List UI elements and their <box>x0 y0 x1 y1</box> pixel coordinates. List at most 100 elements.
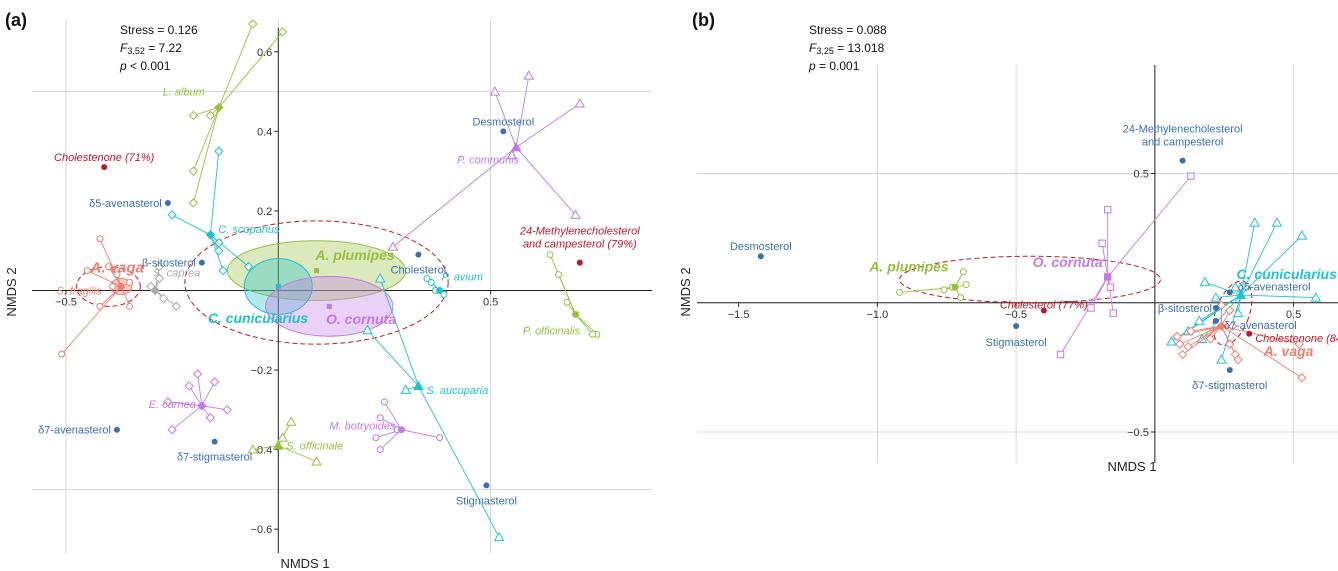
diamond-point <box>209 377 220 387</box>
label-a-vaga: A. vaga <box>1263 343 1314 359</box>
square-point <box>1106 283 1115 291</box>
compound-point-desmosterol <box>757 253 764 260</box>
compound-point-7-avenasterol <box>113 426 120 433</box>
diamond-point <box>214 245 224 256</box>
y-tick-label: −0.5 <box>1127 427 1149 439</box>
compound-point-cholesterol <box>415 251 422 258</box>
triangle-point <box>1216 354 1227 364</box>
label-c-cunicularius: C. cunicularius <box>1237 266 1338 282</box>
compound-point-7-stigmasterol <box>211 438 218 445</box>
spider-line <box>1215 294 1241 299</box>
label-p-officinalis: P. officinalis <box>523 325 581 337</box>
spider-line <box>171 405 203 431</box>
group-centroid <box>205 230 216 240</box>
square-point <box>1109 309 1117 317</box>
diamond-point <box>154 261 165 272</box>
triangle-point <box>1249 217 1261 227</box>
circle-point <box>563 298 571 306</box>
circle-point <box>957 294 965 302</box>
compound-label-line2: and campesterol (79%) <box>523 239 637 251</box>
group-p-officinalis: P. officinalis <box>523 251 601 338</box>
spider-line <box>99 238 122 287</box>
diamond-point <box>214 146 224 156</box>
circle-point <box>96 235 104 243</box>
group-centroid <box>1103 273 1112 281</box>
x-tick-label: 0.5 <box>1286 309 1301 321</box>
group-centroid <box>951 283 959 291</box>
diamond-point <box>1175 339 1185 349</box>
diamond-point <box>1172 331 1182 342</box>
spider-line <box>167 401 202 407</box>
spider-line <box>1090 276 1109 309</box>
label-c-scoparius: C. scoparius <box>218 224 280 236</box>
spider-line <box>1240 222 1278 296</box>
compound-point-5-avenasterol <box>164 199 171 206</box>
compound-label: δ7-avenasterol <box>1224 320 1297 332</box>
f-statistic: F3,52 = 7.22 <box>120 41 182 56</box>
circle-point <box>376 446 384 454</box>
triangle-point <box>1199 276 1211 287</box>
group-l-album: L. album <box>163 19 288 208</box>
circle-point <box>380 398 388 406</box>
compound-label: 24-Methylenecholesterol <box>1123 124 1243 136</box>
triangle-point <box>1229 281 1241 292</box>
triangle-point <box>1296 230 1308 240</box>
diamond-point <box>158 293 169 304</box>
circle-point <box>959 268 967 276</box>
spider-line <box>418 385 500 538</box>
diamond-point <box>277 27 288 37</box>
x-tick-label: −1.0 <box>867 309 889 321</box>
centroid-o-cornuta <box>326 303 332 309</box>
f-value: = 7.22 <box>145 41 182 55</box>
diamond-point <box>1225 305 1235 316</box>
group-centroid <box>413 380 424 390</box>
compound-label: Cholestenone (84%) <box>1255 333 1338 345</box>
spider-line <box>515 75 530 148</box>
circle-point <box>940 286 948 294</box>
spider-line <box>1101 243 1109 277</box>
y-tick-label: 0.2 <box>257 206 272 218</box>
spider-line <box>1107 276 1114 314</box>
group-centroid <box>436 286 444 294</box>
compound-label: δ7-stigmasterol <box>1192 380 1267 392</box>
compound-point-7-avenasterol <box>1212 317 1219 324</box>
spider-line <box>575 314 593 335</box>
group-centroid <box>117 283 125 290</box>
triangle-point <box>506 149 518 160</box>
circle-point <box>896 288 904 296</box>
triangle-point <box>574 98 586 108</box>
f-symbol: F <box>120 41 128 55</box>
spider-line <box>193 107 219 116</box>
group-p-avium: P. avium <box>423 271 483 298</box>
square-point <box>1187 172 1195 180</box>
spider-line <box>192 107 220 204</box>
panel-b: −1.5 −1.0 −0.5 0.5 0.5 −0.5 NMDS 1 NMDS 2 (b) Str… <box>678 10 1338 474</box>
triangle-point <box>1166 336 1177 346</box>
triangle-point <box>247 444 259 454</box>
compound-label: δ7-stigmasterol <box>177 452 252 464</box>
diamond-point <box>154 273 165 284</box>
x-tick-label: −1.5 <box>728 309 750 321</box>
panel-label: (a) <box>5 10 27 30</box>
spider-line <box>209 151 220 235</box>
group-e-carnea: E. carnea <box>149 369 233 435</box>
y-axis-title: NMDS 2 <box>4 267 19 316</box>
group-centroid <box>572 310 580 318</box>
triangle-point <box>285 416 297 426</box>
spider-line <box>367 329 419 387</box>
spider-line <box>1240 294 1316 299</box>
centroid-a-plumipes <box>314 268 320 274</box>
square-point <box>1087 304 1095 312</box>
circle-point <box>126 279 134 287</box>
spider-line <box>201 381 215 407</box>
stress-value: Stress = 0.126 <box>120 23 198 37</box>
diamond-point <box>218 265 228 276</box>
triangle-point <box>1193 315 1205 325</box>
p-value-text: < 0.001 <box>127 59 171 73</box>
diamond-point <box>1227 321 1238 331</box>
group-m-botryoides: M. botryoides <box>329 398 444 454</box>
spider-line <box>1107 175 1192 278</box>
label-c-cunicularius: C. cunicularius <box>208 310 309 326</box>
spider-line <box>218 23 254 108</box>
